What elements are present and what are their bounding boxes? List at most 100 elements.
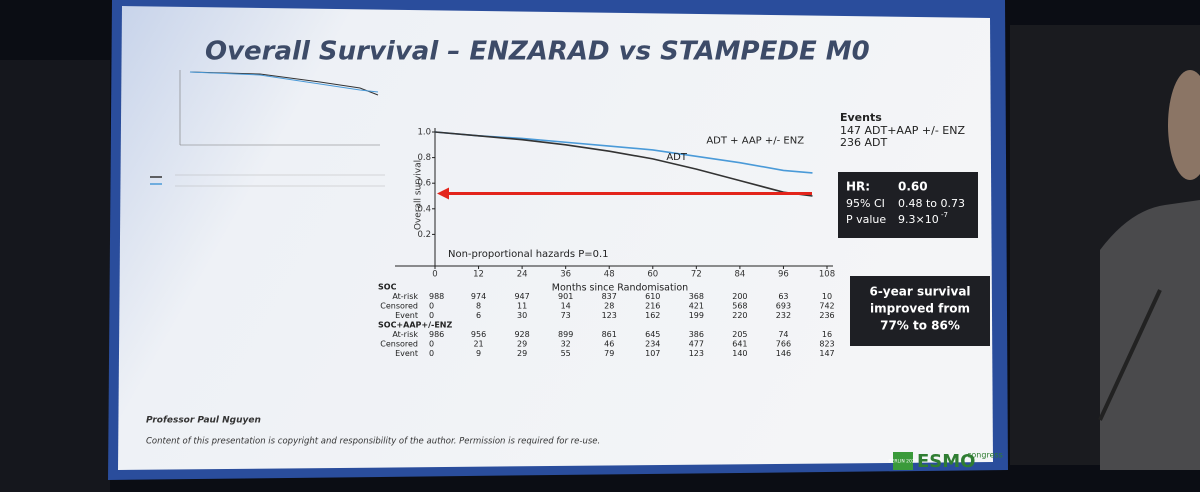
risk-value: 386 bbox=[689, 330, 704, 339]
risk-value: 823 bbox=[819, 340, 834, 349]
logo-place: BERLIN 2025 bbox=[888, 459, 917, 465]
risk-value: 199 bbox=[689, 311, 704, 320]
risk-group: SOC+AAP+/-ENZ bbox=[378, 321, 452, 330]
risk-value: 220 bbox=[732, 311, 747, 320]
risk-value: 693 bbox=[776, 302, 791, 311]
risk-value: 986 bbox=[429, 330, 444, 339]
risk-value: 29 bbox=[517, 340, 527, 349]
risk-value: 14 bbox=[561, 302, 571, 311]
hr-label: HR: bbox=[846, 180, 870, 194]
x-axis-label: Months since Randomisation bbox=[552, 283, 688, 294]
risk-value: 837 bbox=[602, 292, 617, 301]
risk-value: 6 bbox=[476, 311, 481, 320]
risk-value: 645 bbox=[645, 330, 660, 339]
risk-value: 21 bbox=[473, 340, 483, 349]
risk-value: 232 bbox=[776, 311, 791, 320]
risk-value: 477 bbox=[689, 340, 704, 349]
risk-value: 140 bbox=[732, 349, 747, 358]
x-tick-label: 72 bbox=[691, 270, 702, 280]
logo-badge bbox=[893, 452, 913, 470]
risk-value: 123 bbox=[689, 349, 704, 358]
y-tick-label: 0.2 bbox=[417, 230, 431, 240]
risk-value: 861 bbox=[602, 330, 617, 339]
risk-value: 899 bbox=[558, 330, 573, 339]
risk-value: 956 bbox=[471, 330, 486, 339]
risk-value: 766 bbox=[776, 340, 791, 349]
risk-value: 10 bbox=[822, 292, 832, 301]
risk-row-label: At-risk bbox=[392, 292, 418, 301]
risk-value: 974 bbox=[471, 292, 486, 301]
events-block: Events 147 ADT+AAP +/- ENZ 236 ADT bbox=[840, 111, 965, 149]
risk-value: 107 bbox=[645, 349, 660, 358]
speaker-head bbox=[1168, 70, 1200, 180]
microphone bbox=[1098, 289, 1162, 421]
risk-row-label: Event bbox=[395, 349, 418, 358]
y-tick-label: 0.4 bbox=[417, 204, 431, 214]
risk-value: 29 bbox=[517, 349, 527, 358]
slide bbox=[118, 6, 993, 470]
risk-value: 30 bbox=[517, 311, 527, 320]
events-line: 236 ADT bbox=[840, 136, 887, 149]
esmo-logo: BERLIN 2025 ESMO congress bbox=[888, 451, 1002, 473]
risk-value: 63 bbox=[778, 292, 788, 301]
risk-value: 123 bbox=[602, 311, 617, 320]
risk-row-label: Censored bbox=[380, 302, 418, 311]
risk-row-label: Event bbox=[395, 311, 418, 320]
risk-value: 421 bbox=[689, 302, 704, 311]
thumbnail-chart bbox=[150, 70, 385, 187]
risk-value: 0 bbox=[429, 340, 434, 349]
events-line: 147 ADT+AAP +/- ENZ bbox=[840, 124, 965, 137]
risk-value: 901 bbox=[558, 292, 573, 301]
survival-box: 6-year survival improved from 77% to 86% bbox=[850, 276, 990, 346]
risk-value: 641 bbox=[732, 340, 747, 349]
risk-value: 74 bbox=[778, 330, 788, 339]
logo-brand: ESMO bbox=[917, 451, 975, 472]
risk-value: 55 bbox=[561, 349, 571, 358]
risk-row-label: At-risk bbox=[392, 330, 418, 339]
survival-line: 77% to 86% bbox=[880, 319, 960, 333]
risk-value: 205 bbox=[732, 330, 747, 339]
arrow-head bbox=[437, 187, 449, 200]
y-axis-label: Overall survival bbox=[414, 160, 424, 230]
risk-value: 32 bbox=[561, 340, 571, 349]
x-tick-label: 12 bbox=[473, 270, 484, 280]
events-title: Events bbox=[840, 111, 882, 124]
annotation: Non-proportional hazards P=0.1 bbox=[448, 249, 609, 260]
x-tick-label: 36 bbox=[560, 270, 571, 280]
risk-value: 0 bbox=[429, 302, 434, 311]
x-tick-label: 24 bbox=[517, 270, 528, 280]
risk-value: 28 bbox=[604, 302, 614, 311]
p-value: 9.3×10 bbox=[898, 213, 939, 226]
speaker bbox=[1100, 200, 1200, 470]
hr-box: HR: 0.60 95% CI 0.48 to 0.73 P value 9.3… bbox=[838, 172, 978, 238]
risk-value: 146 bbox=[776, 349, 791, 358]
ci-label: 95% CI bbox=[846, 197, 885, 210]
y-tick-label: 0.6 bbox=[417, 179, 431, 189]
risk-value: 46 bbox=[604, 340, 614, 349]
survival-line: improved from bbox=[870, 302, 970, 316]
logo-suffix: congress bbox=[967, 451, 1003, 460]
risk-value: 9 bbox=[476, 349, 481, 358]
risk-row-label: Censored bbox=[380, 340, 418, 349]
risk-group: SOC bbox=[378, 283, 397, 292]
risk-value: 368 bbox=[689, 292, 704, 301]
risk-value: 73 bbox=[561, 311, 571, 320]
risk-value: 79 bbox=[604, 349, 614, 358]
x-tick-label: 0 bbox=[432, 270, 437, 280]
presenter: Professor Paul Nguyen bbox=[146, 416, 261, 426]
risk-value: 16 bbox=[822, 330, 832, 339]
risk-value: 8 bbox=[476, 302, 481, 311]
stage-wall bbox=[0, 60, 110, 492]
risk-value: 147 bbox=[819, 349, 834, 358]
y-tick-label: 0.8 bbox=[417, 153, 431, 163]
risk-value: 988 bbox=[429, 292, 444, 301]
survival-box-bg bbox=[850, 276, 990, 346]
curve-label: ADT bbox=[666, 152, 688, 163]
risk-value: 568 bbox=[732, 302, 747, 311]
risk-value: 0 bbox=[429, 311, 434, 320]
risk-value: 0 bbox=[429, 349, 434, 358]
risk-value: 236 bbox=[819, 311, 834, 320]
x-tick-label: 48 bbox=[604, 270, 615, 280]
risk-value: 610 bbox=[645, 292, 660, 301]
